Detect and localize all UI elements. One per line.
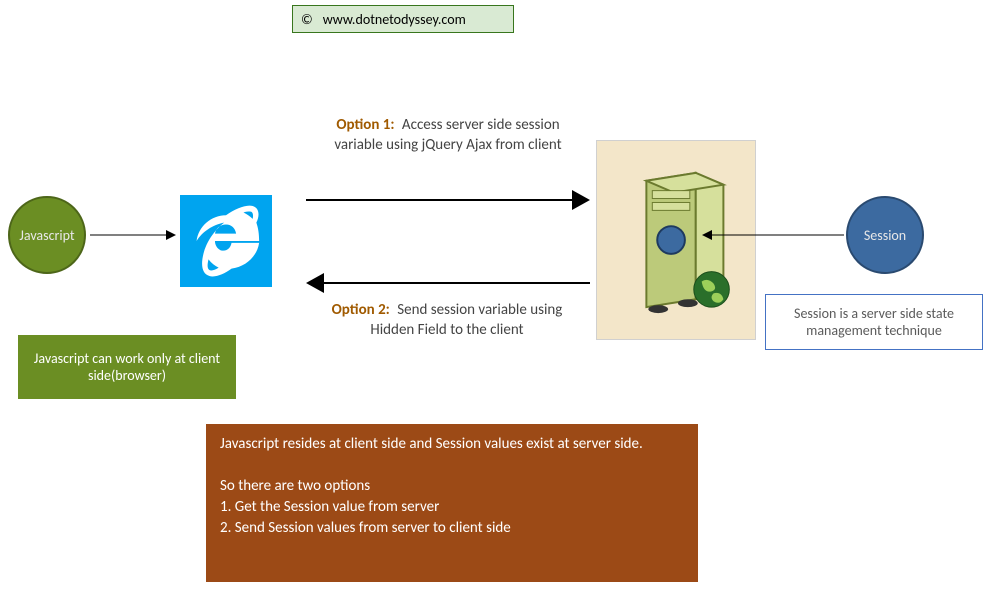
session-note: Session is a server side state managemen… <box>765 294 983 350</box>
option2-label: Option 2: <box>332 301 390 319</box>
header-url: www.dotnetodyssey.com <box>323 11 466 28</box>
central-note-line4: 2. Send Session values from server to cl… <box>220 518 684 539</box>
internet-explorer-icon <box>180 195 272 287</box>
session-node: Session <box>846 196 924 274</box>
arrow-option1 <box>306 190 590 210</box>
server-panel <box>596 140 756 340</box>
javascript-note-text: Javascript can work only at client side(… <box>28 350 226 384</box>
header-copyright: © www.dotnetodyssey.com <box>292 5 514 33</box>
copyright-symbol: © <box>301 11 313 28</box>
javascript-note: Javascript can work only at client side(… <box>18 335 236 399</box>
central-note-line2: So there are two options <box>220 476 684 497</box>
browser-icon <box>180 195 272 287</box>
session-note-text: Session is a server side state managemen… <box>776 305 972 339</box>
session-label: Session <box>864 227 906 244</box>
option1-label: Option 1: <box>336 116 394 134</box>
central-note-line3: 1. Get the Session value from server <box>220 497 684 518</box>
option1-caption: Option 1: Access server side session var… <box>322 115 574 156</box>
central-note-line1: Javascript resides at client side and Se… <box>220 434 684 455</box>
option2-caption: Option 2: Send session variable using Hi… <box>330 300 564 341</box>
option2-text: Send session variable using Hidden Field… <box>370 301 562 339</box>
arrow-option2 <box>306 273 590 293</box>
central-note: Javascript resides at client side and Se… <box>206 424 698 582</box>
globe-icon <box>694 272 730 308</box>
connector-js-browser <box>90 230 176 240</box>
javascript-label: Javascript <box>19 227 74 244</box>
server-icon <box>597 141 755 339</box>
javascript-node: Javascript <box>8 196 86 274</box>
